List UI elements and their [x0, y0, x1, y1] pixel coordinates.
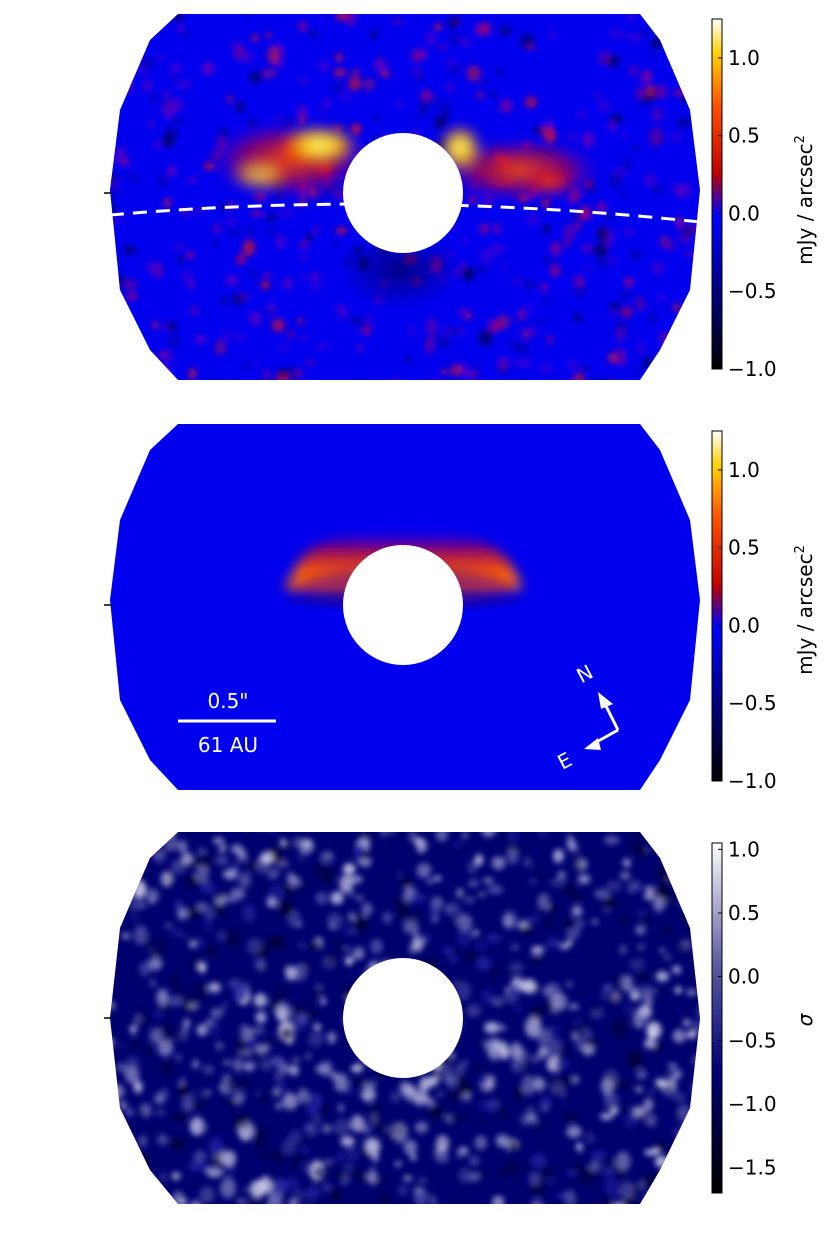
- midplane-dashed-line: [110, 202, 700, 224]
- model-image: 0.5" 61 AU N E: [110, 424, 700, 790]
- data-panel: [104, 14, 700, 380]
- coronagraph-mask: [343, 958, 463, 1078]
- data-image: [110, 14, 700, 380]
- colorbar-tick-label: 0.5: [728, 536, 760, 560]
- colorbar-tick-label: 0.5: [728, 124, 760, 148]
- data-disk-emission: [210, 122, 600, 200]
- colorbar-tick-label: 1.0: [728, 458, 760, 482]
- residual-image: [110, 832, 700, 1204]
- model-panel: 0.5" 61 AU N E: [104, 424, 700, 790]
- colorbar-tick-label: −1.0: [728, 1092, 777, 1116]
- coronagraph-mask: [343, 545, 463, 665]
- colorbar-residual-label: σ: [793, 1012, 817, 1026]
- colorbar-model-label: mJy / arcsec2: [793, 545, 817, 675]
- colorbar-tick-label: 1.0: [728, 837, 760, 861]
- colorbar-tick-label: −1.0: [728, 769, 777, 793]
- residual-panel: [104, 832, 700, 1204]
- colorbar-tick-label: 0.0: [728, 965, 760, 989]
- colorbar-tick-label: −1.5: [728, 1156, 777, 1180]
- colorbar-tick-label: 0.5: [728, 901, 760, 925]
- colorbar-tick-label: 0.0: [728, 201, 760, 225]
- scale-bar-physical-label: 61 AU: [198, 733, 258, 757]
- colorbar-tick-label: 1.0: [728, 46, 760, 70]
- colorbar-tick-label: −0.5: [728, 1028, 777, 1052]
- scale-bar-angular-label: 0.5": [207, 689, 248, 713]
- colorbar-tick-label: −0.5: [728, 279, 777, 303]
- colorbar-tick-label: 0.0: [728, 613, 760, 637]
- colorbar-residual: 1.0 0.5 0.0 −0.5 −1.0 −1.5 σ: [711, 837, 817, 1194]
- coronagraph-mask: [343, 133, 463, 253]
- colorbar-tick-label: −0.5: [728, 691, 777, 715]
- colorbar-model: 1.0 0.5 0.0 −0.5 −1.0 mJy / arcsec2: [711, 430, 817, 793]
- colorbar-data-label: mJy / arcsec2: [793, 135, 817, 265]
- colorbar-tick-label: −1.0: [728, 357, 777, 381]
- colorbar-data: 1.0 0.5 0.0 −0.5 −1.0 mJy / arcsec2: [711, 18, 817, 381]
